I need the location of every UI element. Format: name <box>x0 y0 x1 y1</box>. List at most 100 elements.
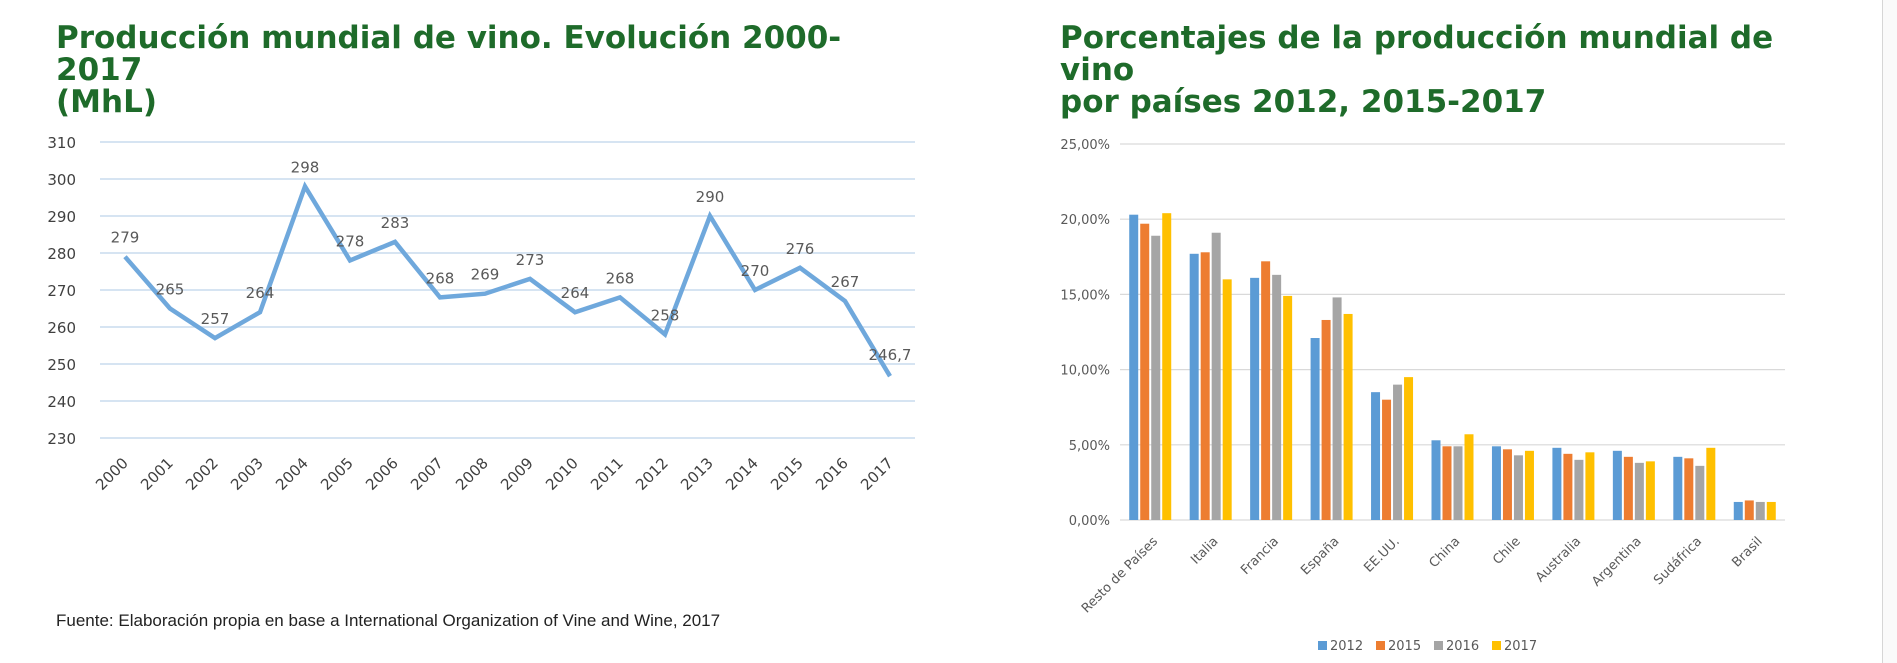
bar <box>1673 456 1683 520</box>
data-label: 264 <box>246 284 275 302</box>
bar <box>1733 501 1743 520</box>
x-tick-label: 2004 <box>272 454 312 494</box>
legend-swatch <box>1376 641 1385 650</box>
bar <box>1272 274 1282 520</box>
data-label: 279 <box>111 229 140 247</box>
bar <box>1744 500 1754 520</box>
y-tick-label: 10,00% <box>1060 364 1110 379</box>
data-label: 267 <box>831 273 860 291</box>
bar <box>1612 450 1622 520</box>
bar <box>1695 465 1705 520</box>
bar <box>1634 462 1644 520</box>
category-label: Resto de Países <box>1079 534 1161 616</box>
x-tick-label: 2009 <box>497 454 537 494</box>
bar <box>1151 235 1161 520</box>
x-tick-label: 2001 <box>137 454 177 494</box>
bar <box>1645 461 1655 520</box>
x-tick-label: 2007 <box>407 454 447 494</box>
y-tick-label: 15,00% <box>1060 288 1110 303</box>
data-label: 257 <box>201 310 230 328</box>
category-label: Australia <box>1533 534 1584 585</box>
y-tick-label: 25,00% <box>1060 138 1110 153</box>
bar <box>1502 449 1512 520</box>
bar <box>1453 446 1463 520</box>
x-tick-label: 2011 <box>587 454 627 494</box>
data-label: 246,7 <box>869 346 912 364</box>
category-label: Sudáfrica <box>1651 534 1705 588</box>
bar <box>1585 452 1595 520</box>
x-tick-label: 2014 <box>722 454 762 494</box>
line-chart: 230 240 250 260 270 280 290 300 310 279 2000 265 200… <box>47 134 915 494</box>
category-label: Argentina <box>1589 534 1644 589</box>
bar <box>1431 440 1441 520</box>
bar <box>1189 253 1199 521</box>
x-tick-label: 2003 <box>227 454 267 494</box>
data-label: 298 <box>291 158 320 176</box>
y-tick-label: 260 <box>47 319 76 337</box>
data-label: 273 <box>516 251 545 269</box>
bar <box>1766 501 1776 520</box>
y-tick-label: 280 <box>47 245 76 263</box>
bar <box>1491 446 1501 520</box>
bar <box>1343 313 1353 520</box>
category-label: Brasil <box>1729 534 1765 570</box>
data-label: 276 <box>786 240 815 258</box>
bar-chart: 0,00% 5,00% 10,00% 15,00% 20,00% 25,00% Resto … <box>1060 138 1785 654</box>
bar-chart-title: Porcentajes de la producción mundial de … <box>1060 22 1780 118</box>
bar <box>1261 261 1271 520</box>
production-line <box>123 181 892 378</box>
y-tick-label: 310 <box>47 134 76 152</box>
bar <box>1706 447 1716 520</box>
line-chart-title-line1: Producción mundial de vino. Evolución 20… <box>56 20 842 88</box>
x-tick-label: 2002 <box>182 454 222 494</box>
data-label: 265 <box>156 281 185 299</box>
bar <box>1442 446 1452 520</box>
legend-label: 2016 <box>1446 639 1479 654</box>
bar <box>1140 223 1150 520</box>
bar <box>1321 319 1331 520</box>
legend-label: 2012 <box>1330 639 1363 654</box>
category-label: España <box>1298 534 1342 578</box>
data-label: 290 <box>696 188 725 206</box>
x-tick-label: 2006 <box>362 454 402 494</box>
bar <box>1162 213 1172 520</box>
y-tick-label: 230 <box>47 430 76 448</box>
bar <box>1574 459 1584 520</box>
bar <box>1310 338 1320 520</box>
bar <box>1332 297 1342 520</box>
bar <box>1222 279 1232 520</box>
x-tick-label: 2013 <box>677 454 717 494</box>
x-tick-label: 2008 <box>452 454 492 494</box>
y-tick-label: 290 <box>47 208 76 226</box>
category-label: Francia <box>1238 534 1282 578</box>
page-edge <box>1882 0 1897 663</box>
legend-label: 2015 <box>1388 639 1421 654</box>
source-note: Fuente: Elaboración propia en base a Int… <box>56 611 721 630</box>
bar <box>1623 456 1633 520</box>
legend-swatch <box>1434 641 1443 650</box>
bar <box>1684 458 1694 520</box>
category-label: EE.UU. <box>1361 534 1403 576</box>
bar <box>1524 450 1534 520</box>
bar <box>1382 399 1392 520</box>
category-label: Chile <box>1490 534 1524 568</box>
bar-chart-title-line1: Porcentajes de la producción mundial de … <box>1060 20 1774 88</box>
category-label: China <box>1426 534 1463 571</box>
bar <box>1513 455 1523 520</box>
bar-chart-title-line2: por países 2012, 2015-2017 <box>1060 84 1547 120</box>
x-tick-label: 2000 <box>92 454 132 494</box>
bar <box>1129 214 1139 521</box>
bar <box>1250 277 1260 520</box>
legend-swatch <box>1492 641 1501 650</box>
bar <box>1200 252 1210 520</box>
data-label: 264 <box>561 284 590 302</box>
x-tick-label: 2017 <box>857 454 897 494</box>
bar <box>1211 232 1221 520</box>
data-label: 283 <box>381 214 410 232</box>
y-tick-label: 270 <box>47 282 76 300</box>
data-label: 270 <box>741 262 770 280</box>
y-tick-label: 240 <box>47 393 76 411</box>
line-chart-title-line2: (MhL) <box>56 84 158 120</box>
bar <box>1563 453 1573 520</box>
y-tick-label: 20,00% <box>1060 213 1110 228</box>
